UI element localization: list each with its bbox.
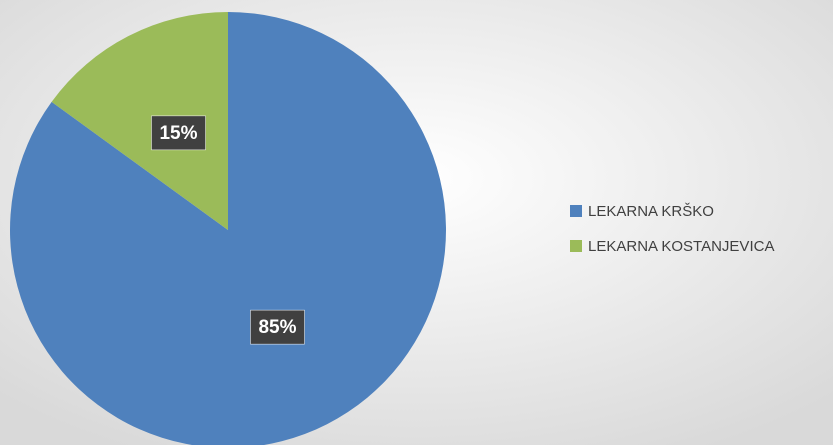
legend-swatch [570, 205, 582, 217]
legend-label: LEKARNA KRŠKO [588, 203, 714, 220]
data-label: 85% [258, 317, 296, 338]
data-label: 15% [159, 123, 197, 144]
data-label-box [250, 309, 305, 345]
legend-label: LEKARNA KOSTANJEVICA [588, 238, 774, 255]
pie-slice [51, 12, 229, 230]
pie-slice [10, 12, 446, 445]
data-label-box [151, 115, 206, 151]
legend-swatch [570, 240, 582, 252]
